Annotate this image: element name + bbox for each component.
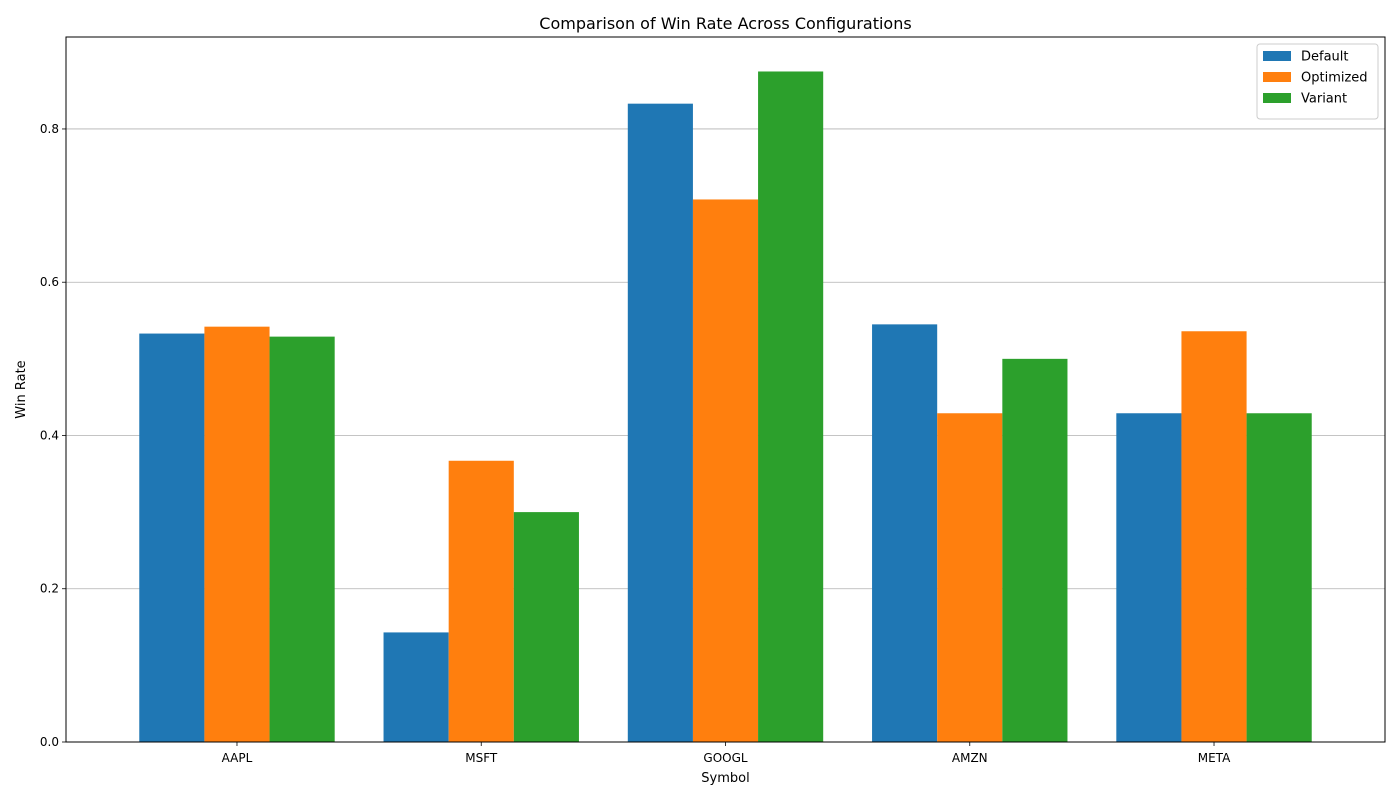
legend-label-default: Default [1301,50,1349,65]
bar-default-meta [1116,413,1182,742]
legend-swatch-default [1263,51,1291,61]
y-tick-label: 0.0 [40,735,59,749]
chart-title: Comparison of Win Rate Across Configurat… [539,14,911,33]
y-tick-label: 0.4 [40,428,59,442]
x-axis-label: Symbol [701,771,749,786]
y-axis-label: Win Rate [14,360,29,418]
x-tick-label: META [1198,751,1231,765]
x-tick-label: AAPL [222,751,253,765]
bar-default-googl [627,103,693,743]
bar-default-aapl [139,333,205,742]
bar-default-amzn [872,324,938,742]
legend-swatch-optimized [1263,72,1291,82]
legend: Default Optimized Variant [1256,43,1379,120]
bar-default-msft [383,632,449,742]
x-axis-ticks: AAPL MSFT GOOGL AMZN META [222,742,1231,765]
legend-label-optimized: Optimized [1301,71,1368,86]
bar-variant-meta [1246,413,1312,742]
x-tick-label: MSFT [465,751,498,765]
y-tick-label: 0.6 [40,275,59,289]
bar-optimized-googl [692,199,759,742]
legend-label-variant: Variant [1301,92,1347,107]
bar-optimized-amzn [937,413,1003,742]
legend-swatch-variant [1263,93,1291,103]
bar-optimized-meta [1181,331,1247,742]
bar-optimized-msft [448,460,514,742]
bar-variant-amzn [1002,358,1068,742]
bar-variant-msft [513,512,579,742]
bars [139,71,1312,743]
x-tick-label: AMZN [952,751,988,765]
bar-optimized-aapl [204,326,270,742]
bar-variant-aapl [269,336,335,742]
y-axis-ticks: 0.0 0.2 0.4 0.6 0.8 [40,122,66,749]
bar-variant-googl [758,71,824,742]
y-tick-label: 0.8 [40,122,59,136]
y-tick-label: 0.2 [40,582,59,596]
x-tick-label: GOOGL [703,751,747,765]
